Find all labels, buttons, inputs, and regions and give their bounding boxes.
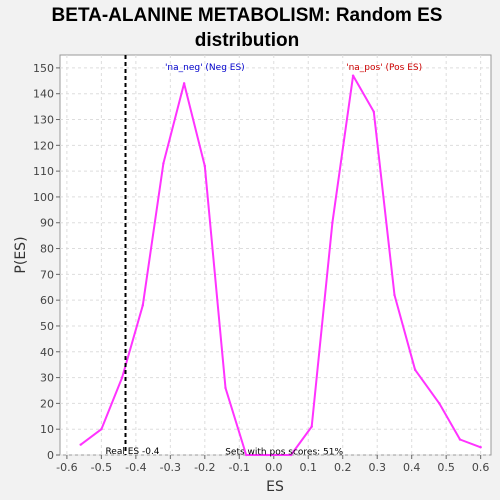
y-tick-label-6: 60 xyxy=(40,294,54,307)
series-0-point-3 xyxy=(141,304,144,307)
series-layer xyxy=(79,74,482,457)
y-tick-label-3: 30 xyxy=(40,372,54,385)
series-0-point-17 xyxy=(438,402,441,405)
y-tick-label-2: 20 xyxy=(40,397,54,410)
y-axis-label: P(ES) xyxy=(13,236,29,273)
annotation-layer: Real ES -0.4 'na_neg' (Neg ES) 'na_pos' (P… xyxy=(105,55,422,457)
series-0-point-4 xyxy=(162,162,165,165)
series-0-point-1 xyxy=(100,427,103,431)
y-tick-label-11: 110 xyxy=(33,165,54,178)
series-0-point-13 xyxy=(351,74,355,77)
annotation-1: 'na_pos' (Pos ES) xyxy=(346,63,422,73)
x-tick-label-9: 0.3 xyxy=(368,461,386,474)
x-tick-label-8: 0.2 xyxy=(334,461,352,474)
chart-title-line-1: BETA-ALANINE METABOLISM: Random ES xyxy=(52,5,443,26)
x-tick-label-6: 0.0 xyxy=(265,461,283,474)
axis-layer: 0 10 20 30 40 50 60 70 80 90 100 110 120 130 140 150 -0.… xyxy=(33,62,489,474)
y-tick-label-8: 80 xyxy=(40,243,54,256)
grid-layer xyxy=(60,55,491,456)
y-tick-label-7: 70 xyxy=(40,268,54,281)
series-0-point-11 xyxy=(310,425,313,428)
series-0-point-0 xyxy=(79,443,82,446)
real-es-label: Real ES -0.4 xyxy=(105,447,159,457)
x-tick-label-10: 0.4 xyxy=(403,461,421,474)
series-0-point-5 xyxy=(182,82,186,85)
x-axis-label: ES xyxy=(266,479,284,495)
y-tick-label-9: 90 xyxy=(40,217,54,230)
y-tick-label-15: 150 xyxy=(33,62,54,75)
y-tick-label-13: 130 xyxy=(33,114,54,127)
y-tick-label-4: 40 xyxy=(40,346,54,359)
y-tick-label-5: 50 xyxy=(40,320,54,333)
series-0-point-19 xyxy=(479,446,482,449)
annotation-0: 'na_neg' (Neg ES) xyxy=(165,63,245,73)
series-0-point-8 xyxy=(244,453,248,457)
y-tick-label-14: 140 xyxy=(33,88,54,101)
series-0-point-6 xyxy=(203,164,207,168)
series-0-point-10 xyxy=(289,453,293,457)
x-tick-label-4: -0.2 xyxy=(194,461,215,474)
x-tick-label-3: -0.3 xyxy=(160,461,181,474)
series-line-0 xyxy=(80,74,482,456)
series-0-point-7 xyxy=(224,386,227,390)
x-tick-label-12: 0.6 xyxy=(472,461,490,474)
annotation-2: Sets with pos scores: 51% xyxy=(225,447,343,457)
series-0-point-2 xyxy=(120,376,124,379)
plot-area xyxy=(59,54,492,456)
y-tick-label-10: 100 xyxy=(33,191,54,204)
series-0-point-12 xyxy=(331,221,334,224)
y-tick-label-1: 10 xyxy=(40,423,54,436)
x-tick-label-1: -0.5 xyxy=(91,461,112,474)
series-0-point-14 xyxy=(372,110,375,113)
series-0-point-16 xyxy=(413,368,417,372)
series-0-point-18 xyxy=(458,438,462,441)
y-tick-label-0: 0 xyxy=(47,449,54,462)
x-tick-label-7: 0.1 xyxy=(300,461,318,474)
x-tick-label-0: -0.6 xyxy=(56,461,77,474)
y-tick-label-12: 120 xyxy=(33,139,54,152)
x-tick-label-11: 0.5 xyxy=(437,461,455,474)
x-tick-label-5: -0.1 xyxy=(229,461,250,474)
series-0-point-9 xyxy=(265,453,269,457)
chart-title-line-2: distribution xyxy=(195,30,299,51)
x-tick-label-2: -0.4 xyxy=(125,461,146,474)
series-0-point-15 xyxy=(393,293,396,297)
